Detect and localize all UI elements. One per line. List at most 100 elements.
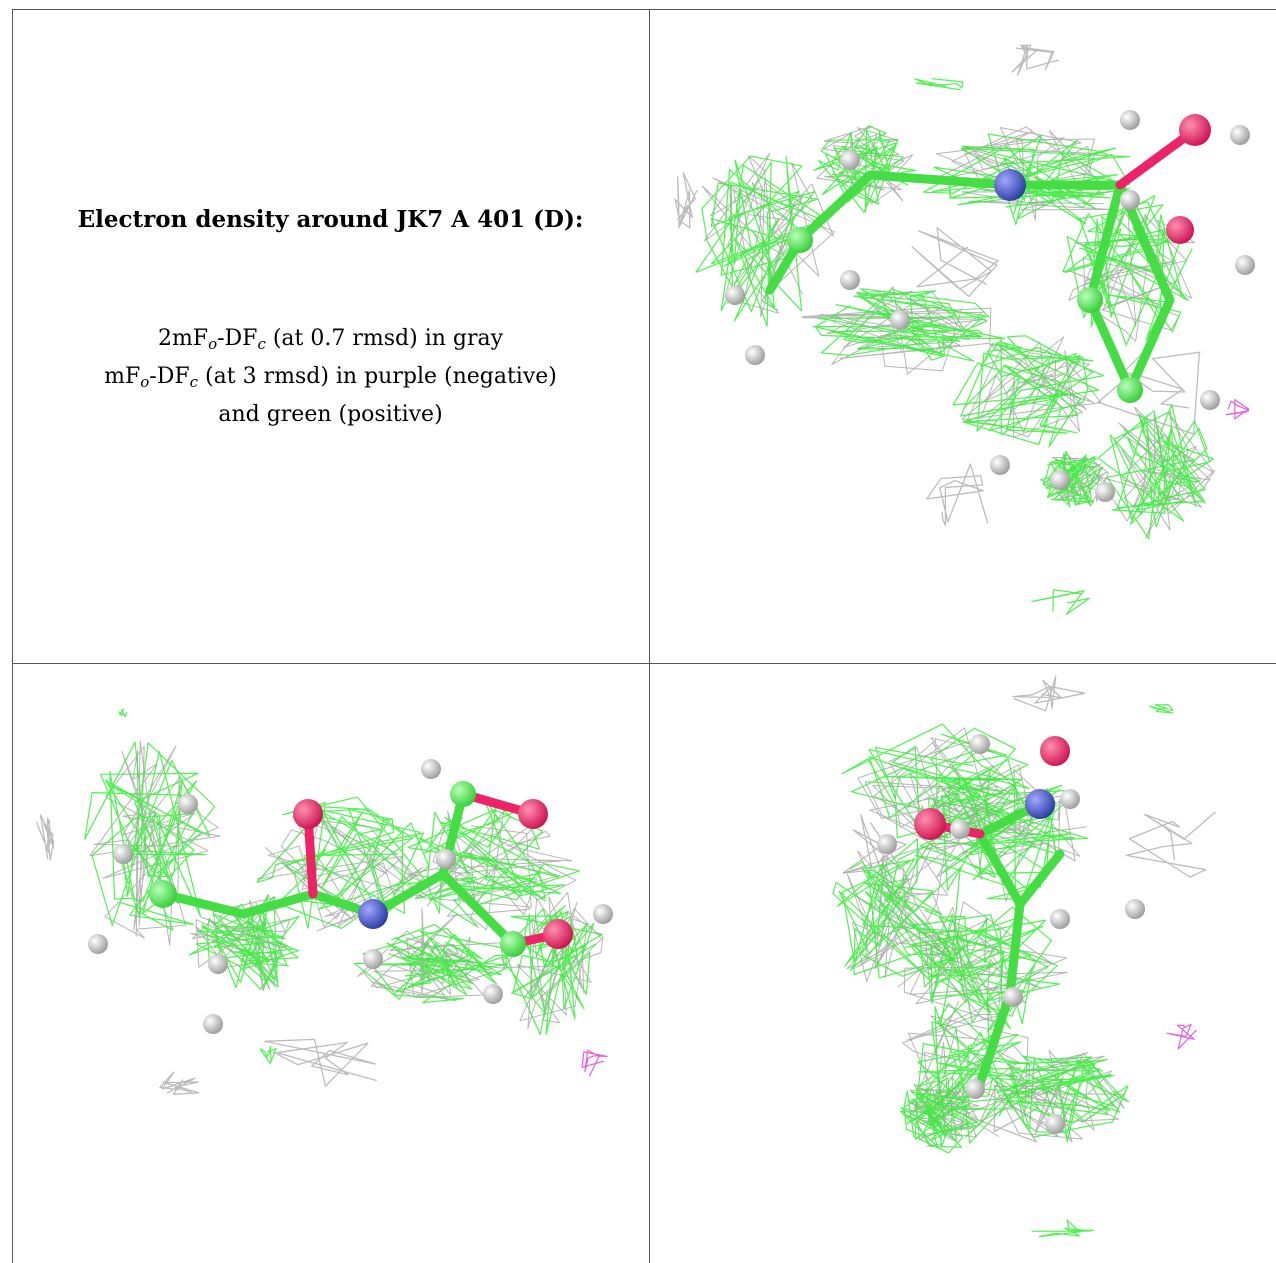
- atom: [1045, 1114, 1065, 1134]
- atom: [840, 150, 860, 170]
- atom: [363, 949, 383, 969]
- bond: [238, 889, 318, 919]
- atom: [877, 834, 897, 854]
- text: 2mF: [157, 326, 209, 351]
- atom: [990, 455, 1010, 475]
- atom: [88, 934, 108, 954]
- atom: [1077, 287, 1103, 313]
- subscript: c: [257, 335, 266, 353]
- density-mesh: [961, 336, 1102, 438]
- density-mesh: [993, 1055, 1130, 1143]
- density-mesh: [264, 1038, 377, 1087]
- subscript: o: [208, 335, 218, 353]
- atom: [890, 310, 910, 330]
- atom: [518, 799, 548, 829]
- atom: [1095, 482, 1115, 502]
- density-mesh: [1040, 450, 1104, 508]
- subscript: c: [189, 373, 199, 391]
- atom: [745, 345, 765, 365]
- atom: [178, 794, 198, 814]
- density-mesh: [842, 814, 910, 909]
- text: and green (positive): [218, 402, 443, 427]
- density-mesh: [1012, 675, 1086, 712]
- density-view-3: [832, 675, 1216, 1238]
- atom: [787, 227, 813, 253]
- density-mesh: [36, 814, 55, 861]
- density-mesh: [1031, 1219, 1095, 1238]
- atom: [203, 1014, 223, 1034]
- density-view-2: [36, 708, 613, 1095]
- atom: [1025, 789, 1055, 819]
- figure-title: Electron density around JK7 A 401 (D):: [77, 206, 584, 233]
- density-mesh: [813, 125, 916, 213]
- atom: [914, 808, 946, 840]
- atom: [1235, 255, 1255, 275]
- bond: [438, 869, 518, 949]
- density-mesh: [914, 78, 964, 91]
- density-mesh: [1097, 347, 1201, 435]
- atom: [1230, 125, 1250, 145]
- density-mesh: [357, 930, 505, 1002]
- atom: [208, 954, 228, 974]
- bond: [1085, 180, 1125, 305]
- density-mesh: [259, 1045, 277, 1064]
- density-mesh: [256, 816, 424, 932]
- bond: [1125, 295, 1175, 395]
- density-mesh: [911, 906, 1061, 1032]
- density-mesh: [501, 905, 603, 1036]
- bond: [1015, 849, 1065, 909]
- density-view-1: [674, 44, 1255, 616]
- density-mesh: [1125, 811, 1216, 878]
- atom: [1060, 789, 1080, 809]
- density-mesh: [674, 172, 698, 229]
- density-mesh: [353, 924, 510, 1004]
- legend-line: 2mFo-DFc (at 0.7 rmsd) in gray: [12, 320, 649, 358]
- atom: [421, 759, 441, 779]
- bond: [795, 170, 875, 245]
- density-mesh: [1011, 44, 1059, 76]
- atom: [1125, 899, 1145, 919]
- atom: [113, 844, 133, 864]
- density-mesh: [581, 1049, 608, 1077]
- atom: [293, 799, 323, 829]
- bond: [1005, 899, 1025, 999]
- atom: [1003, 987, 1023, 1007]
- atom: [500, 931, 526, 957]
- bond: [865, 170, 1015, 190]
- text: mF: [104, 364, 141, 389]
- border-middle-horizontal: [12, 663, 1276, 664]
- density-mesh: [1166, 1023, 1197, 1050]
- atom: [593, 904, 613, 924]
- border-left: [12, 9, 13, 1263]
- legend: 2mFo-DFc (at 0.7 rmsd) in gray mFo-DFc (…: [12, 320, 649, 434]
- text: (at 0.7 rmsd) in gray: [265, 326, 504, 351]
- density-mesh: [84, 741, 216, 931]
- atom: [543, 919, 573, 949]
- atom: [450, 781, 476, 807]
- atom: [1040, 736, 1070, 766]
- atom: [436, 849, 456, 869]
- legend-line: mFo-DFc (at 3 rmsd) in purple (negative): [12, 358, 649, 396]
- density-mesh: [952, 335, 1105, 448]
- density-mesh: [118, 708, 128, 718]
- atom: [358, 899, 388, 929]
- density-mesh: [812, 288, 1006, 362]
- text: -DF: [149, 364, 190, 389]
- density-mesh: [926, 463, 989, 526]
- atom: [970, 734, 990, 754]
- border-top: [12, 9, 1276, 10]
- atom: [1050, 470, 1070, 490]
- density-mesh: [1149, 704, 1174, 714]
- atom: [725, 285, 745, 305]
- subscript: o: [140, 373, 150, 391]
- atom: [1200, 390, 1220, 410]
- density-mesh: [897, 901, 1069, 1032]
- atom: [1050, 909, 1070, 929]
- atom: [1179, 114, 1211, 146]
- density-mesh: [927, 126, 1113, 221]
- atom: [1120, 110, 1140, 130]
- atom: [950, 819, 970, 839]
- density-mesh: [1225, 399, 1250, 420]
- bond: [975, 989, 1015, 1089]
